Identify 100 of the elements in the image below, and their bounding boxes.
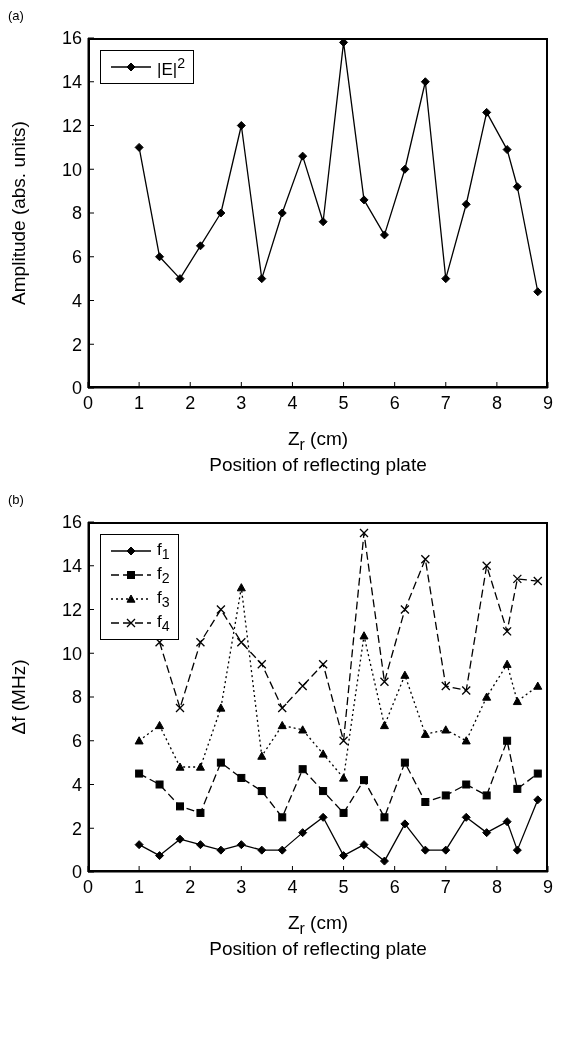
legend-label: f$_{4}$ <box>157 611 170 634</box>
point <box>400 819 410 829</box>
legend-label: f$_{1}$ <box>157 539 170 562</box>
text: Position of reflecting plate <box>208 937 428 960</box>
point <box>277 720 287 729</box>
x-axis-title: Z$_{r}$ (cm) <box>286 911 350 938</box>
point <box>237 773 246 782</box>
point <box>502 816 512 826</box>
point <box>502 145 512 155</box>
legend-label: |E|$^{2}$ <box>157 54 186 80</box>
x-tick-label: 9 <box>542 876 554 897</box>
point <box>379 676 390 687</box>
point <box>533 576 543 586</box>
point <box>298 827 308 837</box>
point <box>277 703 287 713</box>
point <box>503 736 512 745</box>
y-axis-title: Δf (MHz) <box>7 659 29 735</box>
y-axis-title: Amplitude (abs. units) <box>7 121 29 305</box>
point <box>533 769 542 778</box>
y-tick-label: 16 <box>61 512 82 533</box>
point <box>482 791 491 800</box>
point <box>298 151 308 161</box>
point <box>278 813 287 822</box>
legend-label: f$_{3}$ <box>157 587 170 610</box>
x-tick-label: 9 <box>542 392 554 413</box>
point <box>134 142 144 152</box>
point <box>441 791 450 800</box>
point <box>175 762 185 771</box>
point <box>461 812 471 822</box>
point <box>359 839 369 849</box>
x-tick-label: 2 <box>185 876 196 897</box>
x-tick-label: 7 <box>440 392 451 413</box>
x-tick-label: 1 <box>134 392 145 413</box>
point <box>359 631 369 640</box>
x-axis-title: Z$_{r}$ (cm) <box>286 428 350 454</box>
point <box>512 845 522 855</box>
y-tick-label: 2 <box>71 334 82 355</box>
chart-title: (b) <box>8 491 25 509</box>
point <box>277 845 287 855</box>
point <box>236 582 246 592</box>
x-tick-label: 5 <box>338 392 349 413</box>
point <box>134 736 144 745</box>
point <box>176 802 184 811</box>
x-tick-label: 7 <box>440 876 451 897</box>
point <box>175 703 185 713</box>
point <box>379 720 389 729</box>
point <box>155 252 165 262</box>
point <box>216 604 226 614</box>
point <box>298 764 307 773</box>
point <box>513 784 522 793</box>
point <box>533 681 543 690</box>
point <box>318 812 328 822</box>
x-tick-label: 5 <box>338 876 349 897</box>
x-tick-label: 8 <box>491 876 502 897</box>
point <box>512 182 522 192</box>
point <box>533 795 543 805</box>
point <box>400 604 410 614</box>
point <box>359 528 369 538</box>
point <box>135 769 144 778</box>
point <box>420 77 430 87</box>
point <box>379 856 389 866</box>
point <box>462 780 471 789</box>
point <box>359 195 369 205</box>
point <box>155 780 164 789</box>
point <box>318 749 328 758</box>
point <box>421 797 430 806</box>
point <box>257 274 267 284</box>
y-tick-label: 6 <box>71 247 82 268</box>
point <box>196 808 205 817</box>
y-tick-label: 4 <box>71 290 82 311</box>
x-tick-label: 3 <box>236 876 247 897</box>
point <box>502 659 512 668</box>
x-tick-label: 3 <box>236 392 247 413</box>
point <box>420 729 430 738</box>
point <box>482 692 492 701</box>
y-tick-label: 0 <box>71 378 82 399</box>
point <box>512 574 522 584</box>
y-tick-label: 2 <box>71 818 82 839</box>
point <box>441 681 451 691</box>
point <box>339 773 349 782</box>
point <box>236 121 246 130</box>
x-tick-label: 1 <box>134 876 145 897</box>
chart-title: (a) <box>8 8 25 25</box>
y-tick-label: 14 <box>61 555 82 576</box>
point <box>216 208 226 218</box>
point <box>339 808 348 817</box>
point <box>482 107 492 117</box>
point <box>195 241 205 251</box>
point <box>360 775 368 784</box>
point <box>482 827 492 837</box>
point <box>461 199 471 209</box>
point <box>400 670 410 679</box>
y-tick-label: 8 <box>71 203 82 224</box>
point <box>380 813 389 822</box>
point <box>195 839 205 849</box>
point <box>257 751 267 760</box>
text: Position of reflecting plate <box>208 453 428 476</box>
point <box>257 845 267 855</box>
point <box>155 720 165 729</box>
point <box>175 274 185 284</box>
